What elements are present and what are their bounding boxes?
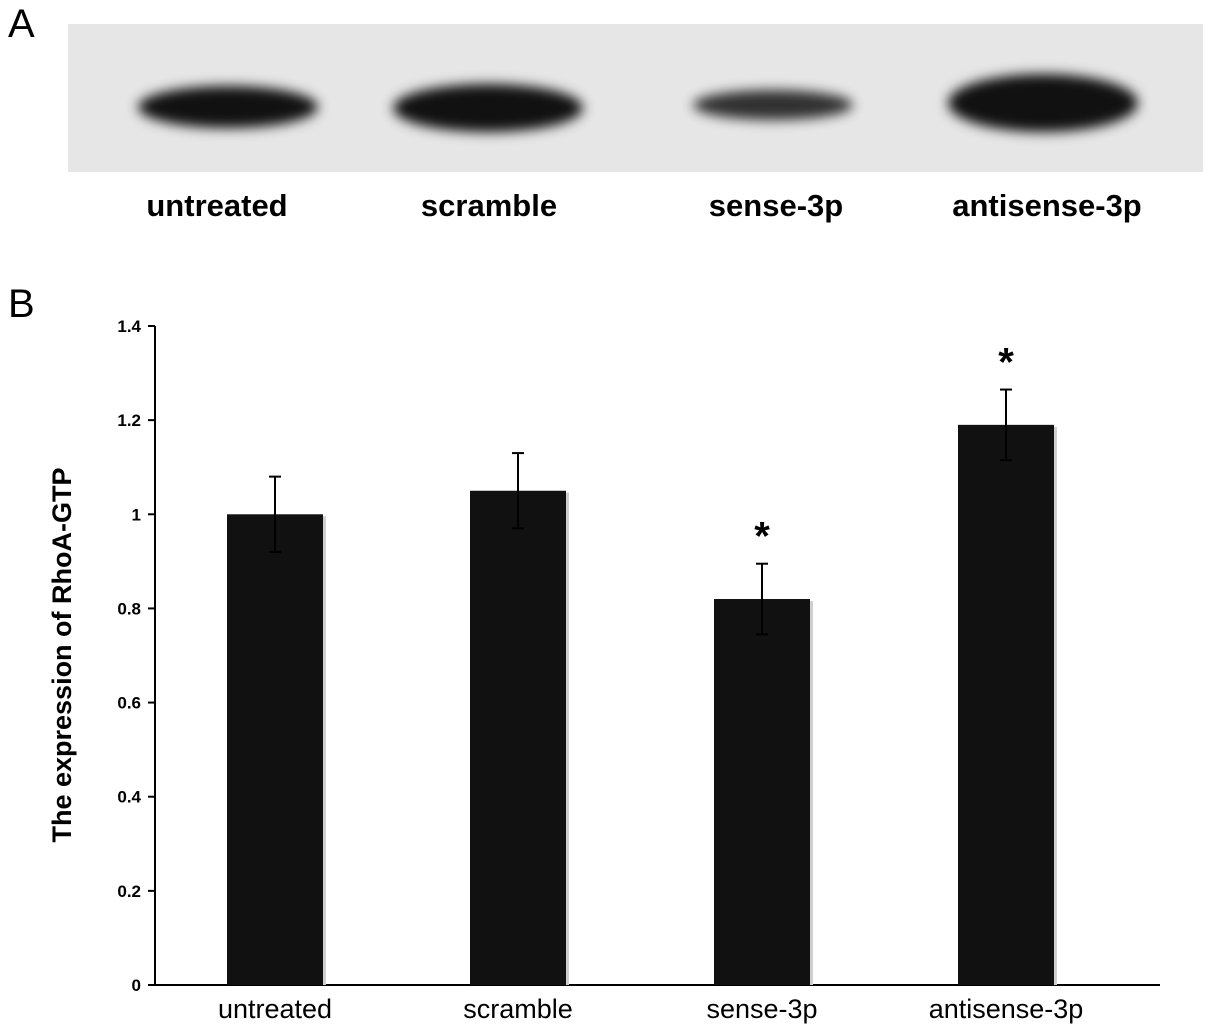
y-tick-label: 0.6 bbox=[117, 694, 141, 713]
y-tick-label: 1.2 bbox=[117, 411, 141, 430]
y-axis-ticks: 0 0.2 0.4 0.6 0.8 1 1.2 1.4 bbox=[117, 317, 155, 995]
panel-b-label: B bbox=[8, 282, 35, 326]
y-tick-label: 1.4 bbox=[117, 317, 141, 336]
panel-a-label: A bbox=[8, 2, 35, 46]
bar-scramble bbox=[470, 490, 566, 985]
blot-band-untreated bbox=[138, 86, 318, 128]
y-tick-label: 0.2 bbox=[117, 882, 141, 901]
y-tick-label: 1 bbox=[132, 505, 141, 524]
blot-lane-label-untreated: untreated bbox=[146, 188, 288, 223]
bar-sense-3p bbox=[714, 599, 810, 985]
blot-band-scramble bbox=[393, 84, 583, 132]
x-tick-label: sense-3p bbox=[706, 994, 817, 1024]
y-tick-label: 0.8 bbox=[117, 599, 141, 618]
error-bars-group bbox=[269, 388, 1012, 636]
significance-markers: ** bbox=[754, 341, 1014, 559]
significance-star: * bbox=[998, 341, 1014, 385]
western-blot-image bbox=[68, 24, 1203, 172]
significance-star: * bbox=[754, 515, 770, 559]
y-axis-label: The expression of RhoA-GTP bbox=[47, 467, 77, 842]
blot-band-sense-3p bbox=[693, 90, 853, 120]
blot-band-antisense-3p bbox=[948, 74, 1138, 132]
bar-antisense-3p bbox=[958, 424, 1054, 986]
x-tick-label: scramble bbox=[463, 994, 573, 1024]
x-tick-label: antisense-3p bbox=[929, 994, 1084, 1024]
y-tick-label: 0 bbox=[132, 976, 141, 995]
blot-lane-label-scramble: scramble bbox=[420, 188, 558, 223]
blot-lane-label-sense-3p: sense-3p bbox=[708, 188, 844, 223]
bar-untreated bbox=[227, 514, 323, 985]
bars-group bbox=[227, 424, 1057, 986]
x-axis-labels: untreated scramble sense-3p antisense-3p bbox=[218, 994, 1083, 1024]
blot-lane-label-antisense-3p: antisense-3p bbox=[952, 188, 1142, 223]
y-tick-label: 0.4 bbox=[117, 788, 141, 807]
x-tick-label: untreated bbox=[218, 994, 332, 1024]
